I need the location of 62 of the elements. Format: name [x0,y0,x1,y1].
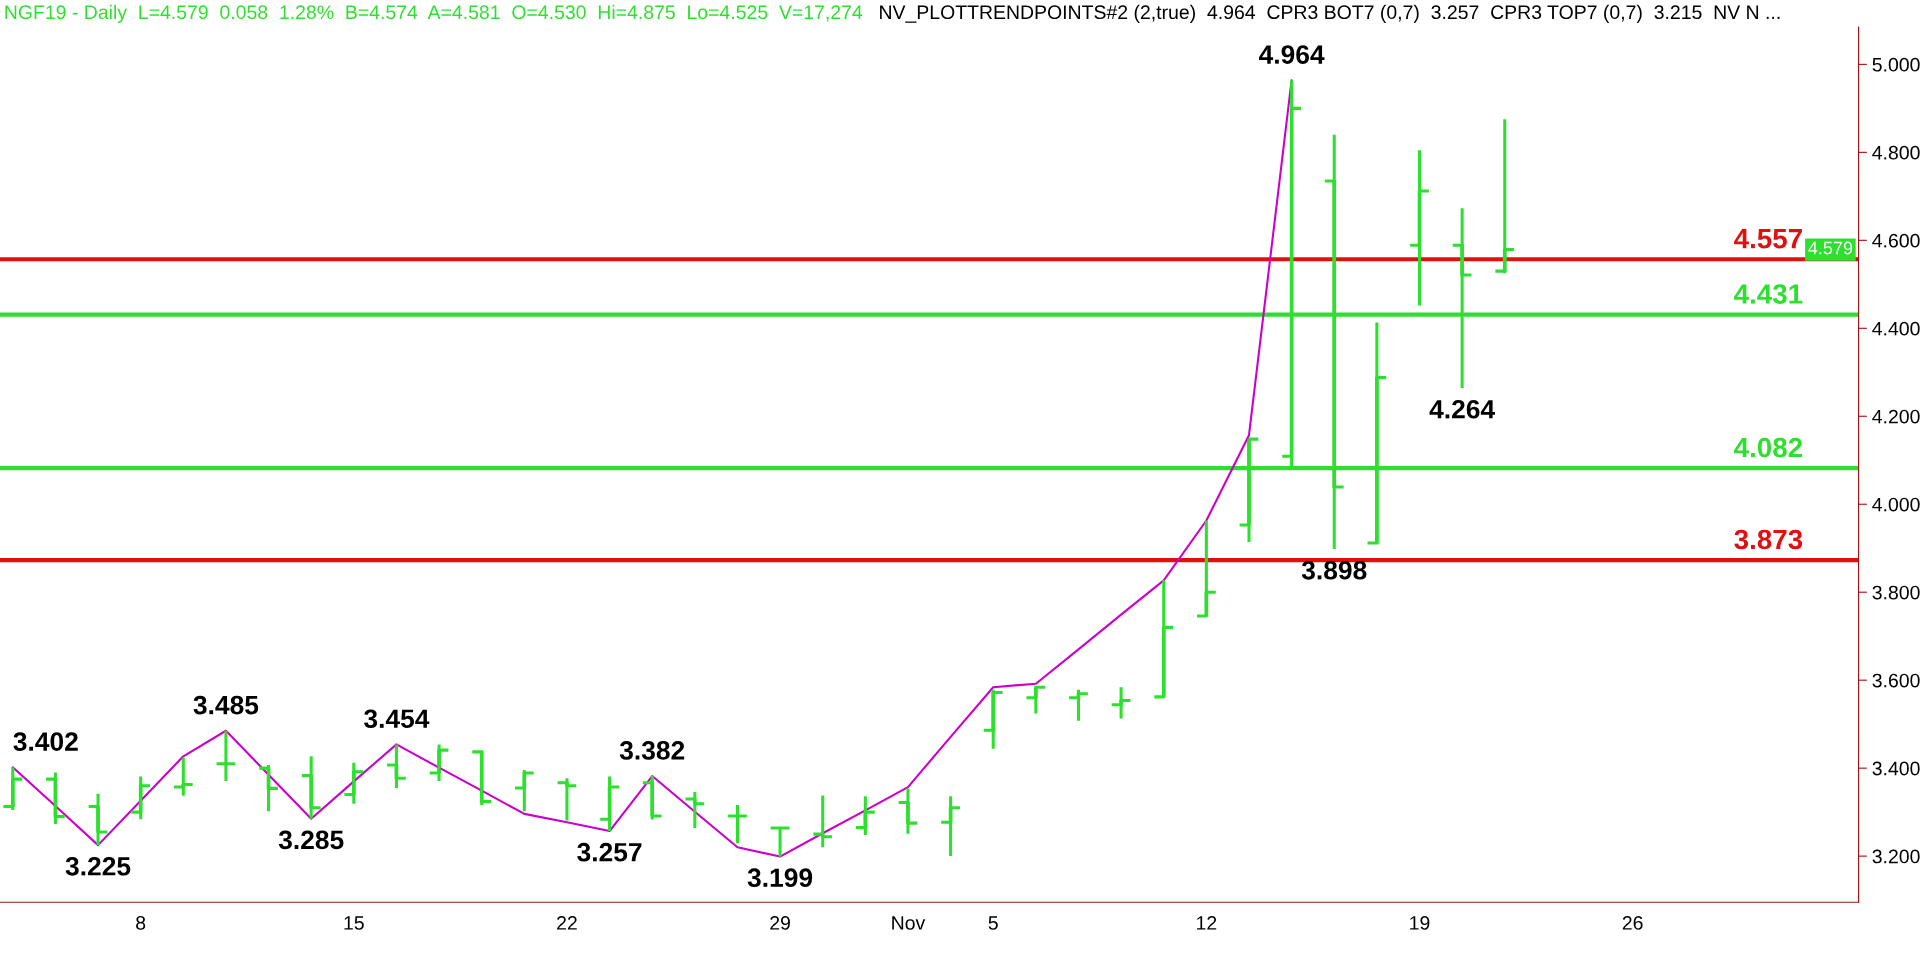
candlestick [641,774,664,822]
y-tick-label: 3.600 [1872,673,1920,688]
candlestick [726,803,749,845]
ref-line-label: 4.431 [1734,284,1803,304]
data-label: 4.964 [1259,45,1325,64]
x-tick-label: 22 [557,916,577,930]
candlestick [811,793,834,849]
data-label: 3.199 [747,868,813,888]
candlestick [87,792,109,847]
ref-line-label: 4.557 [1734,229,1802,249]
candlestick [172,756,195,798]
candlestick [897,786,919,836]
candlestick [1408,148,1431,307]
candlestick [428,742,450,783]
candlestick [129,774,152,821]
x-tick-label: 5 [988,916,998,930]
candlestick [385,742,408,790]
x-tick-label: 26 [1622,916,1643,930]
text: 3.898 [1301,560,1367,580]
annotation: 4.579 [1808,241,1853,255]
x-tick-label: Nov [892,916,926,930]
data-label: 3.454 [364,709,430,729]
data-label: 3.402 [13,732,78,751]
data-label: 3.225 [65,856,131,876]
candlestick [598,774,621,833]
candlestick [854,794,877,837]
candlestick [939,794,962,858]
candlestick [683,790,706,830]
candlestick [257,763,280,813]
candlestick [215,729,237,783]
y-tick-label: 4.600 [1872,233,1920,248]
candlestick [342,761,365,806]
chart-title: NGF19 - Daily L=4.579 0.058 1.28% B=4.574 A=4.581 O=4.530 Hi=4.875 Lo=4.525 V=17,274 [5,4,863,23]
x-tick-label: 15 [344,916,364,930]
y-tick-label: 4.000 [1872,497,1920,512]
candlestick [44,771,67,826]
data-label: 3.257 [577,842,642,862]
ref-line-label: 3.873 [1734,529,1803,550]
y-tick-label: 4.200 [1872,409,1920,424]
y-tick-label: 3.200 [1872,849,1920,864]
x-tick-label: 19 [1410,916,1430,930]
ref-line-label: 4.082 [1734,437,1803,458]
chart-subtitle: NV_PLOTTRENDPOINTS#2 (2,true) 4.964 CPR3 BOT7 (0,7) 3.257 CPR3 TOP7 (0,7) 3.215 NV N ... [880,4,1780,23]
candlestick [300,754,323,821]
data-label: 3.382 [619,741,685,760]
y-tick-label: 4.400 [1872,321,1920,336]
data-label: 3.285 [278,830,344,850]
candlestick [1,765,24,812]
data-label: 3.485 [193,695,259,715]
candlestick [1110,685,1133,720]
candlestick [513,768,536,813]
text: 4.264 [1429,399,1495,419]
candlestick [1067,688,1090,723]
x-tick-label: 29 [770,916,790,930]
x-tick-label: 8 [136,916,146,930]
candlestick [470,749,493,807]
y-tick-label: 3.800 [1872,585,1920,600]
y-tick-label: 3.400 [1872,761,1920,776]
y-tick-label: 4.800 [1872,145,1920,160]
candlestick [556,776,578,823]
x-tick-label: 12 [1197,916,1217,930]
y-tick-label: 5.000 [1872,57,1920,72]
